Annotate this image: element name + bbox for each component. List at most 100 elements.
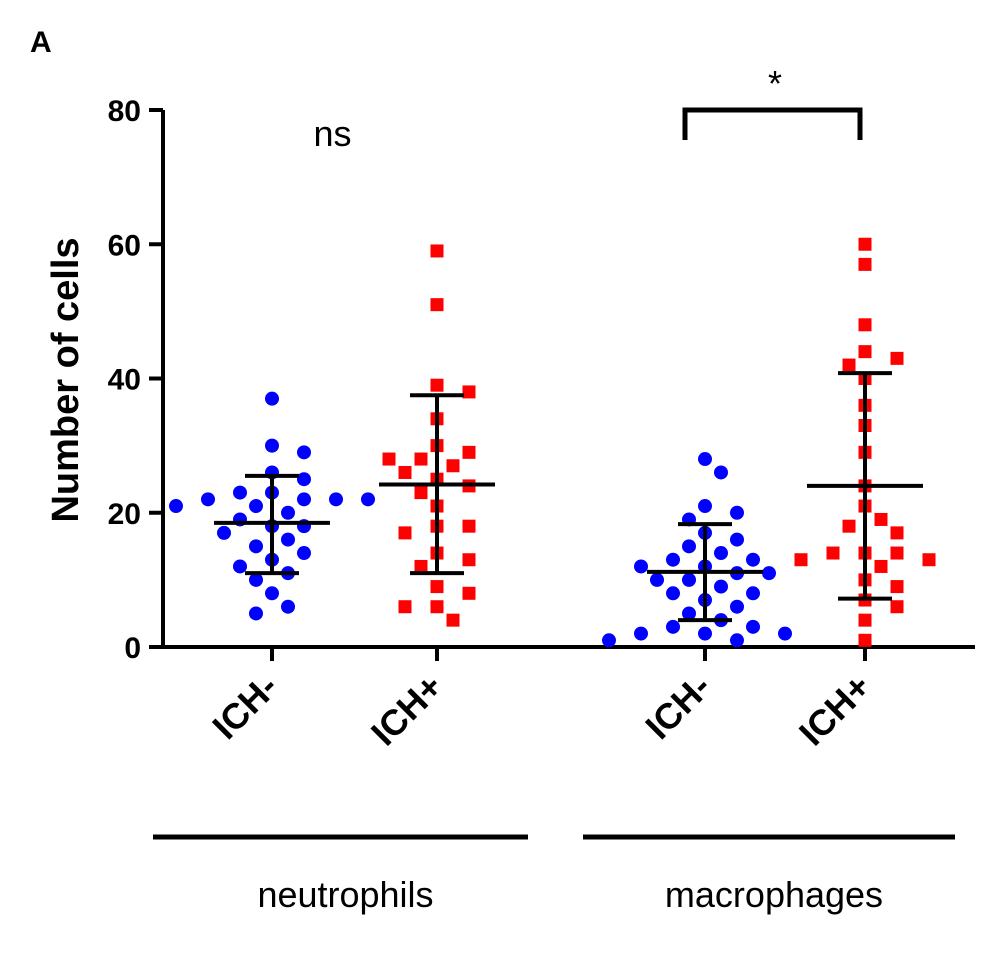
significance-bracket xyxy=(682,107,863,140)
data-point xyxy=(249,499,263,514)
axes: 0 20 40 60 80 ICH- ICH+ ICH- ICH+ xyxy=(108,95,975,753)
data-point xyxy=(169,499,183,514)
data-point xyxy=(730,599,744,614)
data-point xyxy=(462,553,476,567)
data-point xyxy=(858,633,872,647)
data-point xyxy=(778,626,792,641)
data-point xyxy=(446,613,460,627)
x-category-label: ICH+ xyxy=(791,666,879,754)
data-point xyxy=(297,445,311,460)
significance-label: * xyxy=(768,63,782,104)
data-point xyxy=(281,505,295,520)
data-point xyxy=(414,559,428,573)
summary-bars xyxy=(214,371,923,623)
y-axis-label: Number of cells xyxy=(45,237,87,522)
data-point xyxy=(430,298,444,312)
data-point xyxy=(682,539,696,554)
data-point xyxy=(922,553,936,567)
data-point xyxy=(217,525,231,540)
y-tick-label: 40 xyxy=(108,364,141,397)
data-point xyxy=(634,626,648,641)
data-point xyxy=(602,633,616,648)
data-point xyxy=(249,606,263,621)
y-tick-label: 80 xyxy=(108,95,141,128)
y-tick-label: 20 xyxy=(108,498,141,531)
data-point xyxy=(890,526,904,540)
data-point xyxy=(858,257,872,271)
data-point xyxy=(201,492,215,507)
data-point xyxy=(446,459,460,473)
data-point xyxy=(430,580,444,594)
data-point xyxy=(281,599,295,614)
data-point xyxy=(398,465,412,479)
x-category-label: ICH+ xyxy=(363,666,451,754)
data-point xyxy=(858,318,872,332)
data-point xyxy=(682,606,696,621)
x-category-label: ICH- xyxy=(204,666,285,747)
x-category-label: ICH- xyxy=(637,666,718,747)
data-point xyxy=(714,546,728,561)
data-point xyxy=(414,486,428,500)
data-point xyxy=(281,532,295,547)
data-point xyxy=(462,586,476,600)
data-point xyxy=(698,499,712,514)
data-point xyxy=(890,351,904,365)
data-point xyxy=(297,546,311,561)
data-point xyxy=(462,385,476,399)
data-point xyxy=(842,519,856,533)
data-point xyxy=(762,566,776,581)
data-point xyxy=(698,452,712,467)
data-point xyxy=(714,465,728,480)
data-point xyxy=(858,613,872,627)
data-point xyxy=(890,600,904,614)
data-point xyxy=(730,505,744,520)
data-point xyxy=(746,619,760,634)
data-point xyxy=(666,552,680,567)
data-point xyxy=(414,452,428,466)
group-labels: neutrophils macrophages xyxy=(153,834,955,915)
data-point xyxy=(874,512,888,526)
data-point xyxy=(730,532,744,547)
data-point xyxy=(746,552,760,567)
annotations: ns * xyxy=(313,63,863,154)
data-point xyxy=(265,391,279,406)
data-point xyxy=(730,633,744,648)
data-point xyxy=(265,586,279,601)
data-point xyxy=(430,244,444,258)
data-point xyxy=(297,472,311,487)
data-point xyxy=(890,580,904,594)
data-point xyxy=(430,378,444,392)
data-point xyxy=(361,492,375,507)
data-point xyxy=(382,452,396,466)
data-point xyxy=(666,619,680,634)
data-point xyxy=(698,626,712,641)
data-point xyxy=(826,546,840,560)
y-tick-label: 60 xyxy=(108,229,141,262)
y-tick-label: 0 xyxy=(124,632,141,665)
data-point xyxy=(462,519,476,533)
data-point xyxy=(398,600,412,614)
data-point xyxy=(666,586,680,601)
data-point xyxy=(874,559,888,573)
data-point xyxy=(265,438,279,453)
data-marks xyxy=(169,237,936,648)
data-point xyxy=(233,485,247,500)
data-point xyxy=(794,553,808,567)
data-point xyxy=(890,546,904,560)
data-point xyxy=(858,237,872,251)
data-point xyxy=(858,345,872,359)
data-point xyxy=(714,579,728,594)
data-point xyxy=(329,492,343,507)
data-point xyxy=(297,492,311,507)
data-point xyxy=(430,600,444,614)
group-label-macrophages: macrophages xyxy=(665,874,883,915)
data-point xyxy=(398,526,412,540)
group-label-neutrophils: neutrophils xyxy=(257,874,433,915)
data-point xyxy=(233,559,247,574)
data-point xyxy=(249,572,263,587)
data-point xyxy=(650,572,664,587)
data-point xyxy=(634,559,648,574)
data-point xyxy=(249,539,263,554)
panel-label: A xyxy=(30,26,52,59)
